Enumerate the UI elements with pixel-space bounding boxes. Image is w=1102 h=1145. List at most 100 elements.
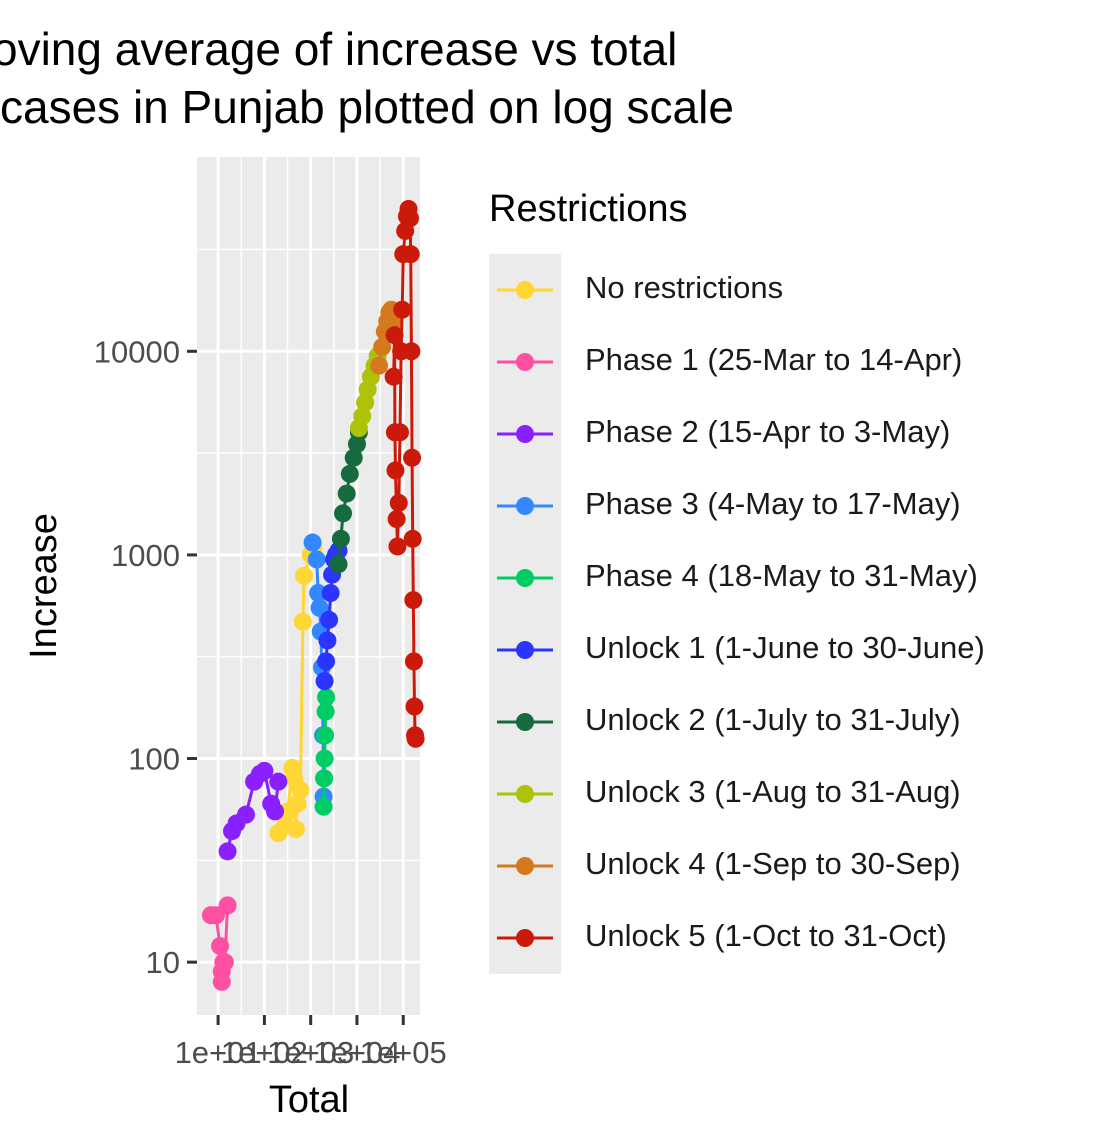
legend-item: Phase 2 (15-Apr to 3-May) (489, 398, 950, 470)
chart-title-line-2: cases in Punjab plotted on log scale (0, 81, 734, 133)
grid-lines (197, 157, 420, 1015)
x-tick-label: 1e+01 (175, 1035, 262, 1070)
legend-key (497, 857, 553, 875)
legend-key-point (516, 785, 534, 803)
legend-label: Unlock 3 (1-Aug to 31-Aug) (585, 774, 961, 809)
data-point (353, 407, 372, 426)
legend-item: No restrictions (489, 254, 783, 326)
data-point (406, 729, 425, 748)
legend-item: Unlock 4 (1-Sep to 30-Sep) (489, 830, 961, 902)
data-point (403, 529, 422, 548)
data-point (303, 533, 322, 552)
data-point (293, 612, 312, 631)
series-group-1 (201, 896, 237, 991)
data-point (314, 797, 333, 816)
y-tick-label: 100 (128, 742, 180, 777)
legend-key-panel: No restrictions Phase 1 (25-Mar to 14-Apr… (489, 254, 985, 974)
data-point (388, 537, 407, 556)
legend-key (497, 281, 553, 299)
data-point (344, 448, 363, 467)
legend-key (497, 929, 553, 947)
plot-panel (197, 157, 420, 1015)
legend-key-point (516, 425, 534, 443)
legend-item: Unlock 2 (1-July to 31-July) (489, 686, 961, 758)
legend-label: Unlock 5 (1-Oct to 31-Oct) (585, 918, 947, 953)
data-point (331, 529, 350, 548)
legend-key (497, 569, 553, 587)
legend-label: Unlock 2 (1-July to 31-July) (585, 702, 961, 737)
data-point (401, 245, 420, 264)
data-point (316, 726, 335, 745)
legend: Restrictions No restrictions Phase 1 (25-… (489, 188, 985, 974)
data-point (402, 342, 421, 361)
data-point (389, 493, 408, 512)
data-point (384, 367, 403, 386)
data-point (401, 209, 420, 228)
data-point (215, 953, 234, 972)
y-axis-title: Increase (23, 513, 65, 659)
data-point (387, 510, 406, 529)
data-point (315, 749, 334, 768)
data-point (404, 591, 423, 610)
data-point (310, 598, 329, 617)
y-tick-label: 1000 (111, 538, 180, 573)
legend-key (497, 713, 553, 731)
series-group-4 (314, 688, 336, 816)
data-point (211, 937, 230, 956)
legend-key-point (516, 281, 534, 299)
data-point (386, 461, 405, 480)
data-point (218, 842, 237, 861)
legend-item: Unlock 5 (1-Oct to 31-Oct) (489, 902, 947, 974)
legend-key (497, 641, 553, 659)
data-point (269, 772, 288, 791)
data-point (385, 326, 404, 345)
legend-key-point (516, 641, 534, 659)
data-point (295, 566, 314, 585)
data-point (320, 610, 339, 629)
series-group-2 (218, 761, 288, 861)
legend-label: Phase 2 (15-Apr to 3-May) (585, 414, 951, 449)
legend-key-point (516, 497, 534, 515)
series-group-9 (384, 199, 425, 748)
legend-item: Phase 3 (4-May to 17-May) (489, 470, 961, 542)
legend-key-point (516, 569, 534, 587)
legend-item: Phase 4 (18-May to 31-May) (489, 542, 978, 614)
data-point (390, 423, 409, 442)
legend-key (497, 497, 553, 515)
data-point (405, 697, 424, 716)
data-point (309, 584, 328, 603)
data-point (393, 300, 412, 319)
data-point (315, 672, 334, 691)
legend-label: No restrictions (585, 270, 784, 305)
data-point (321, 584, 340, 603)
data-point (403, 448, 422, 467)
series-layer (201, 199, 425, 991)
legend-item: Unlock 3 (1-Aug to 31-Aug) (489, 758, 961, 830)
legend-key (497, 353, 553, 371)
legend-key-point (516, 353, 534, 371)
legend-label: Unlock 4 (1-Sep to 30-Sep) (585, 846, 961, 881)
data-point (316, 702, 335, 721)
data-point (212, 972, 231, 991)
data-point (315, 769, 334, 788)
legend-key (497, 785, 553, 803)
y-tick-label: 10000 (94, 334, 180, 369)
legend-key-point (516, 929, 534, 947)
data-point (404, 652, 423, 671)
legend-key (497, 425, 553, 443)
data-point (318, 631, 337, 650)
data-point (340, 464, 359, 483)
data-point (317, 652, 336, 671)
data-point (288, 794, 307, 813)
x-tick-label: 1e+04 (313, 1035, 400, 1070)
x-tick-label: 1e+03 (267, 1035, 354, 1070)
data-point (255, 761, 274, 780)
data-point (329, 555, 348, 574)
data-point (373, 337, 392, 356)
legend-title: Restrictions (489, 188, 688, 230)
x-tick-label: 1e+05 (360, 1035, 447, 1070)
x-axis-title: Total (269, 1079, 349, 1121)
data-point (307, 550, 326, 569)
data-point (218, 896, 237, 915)
